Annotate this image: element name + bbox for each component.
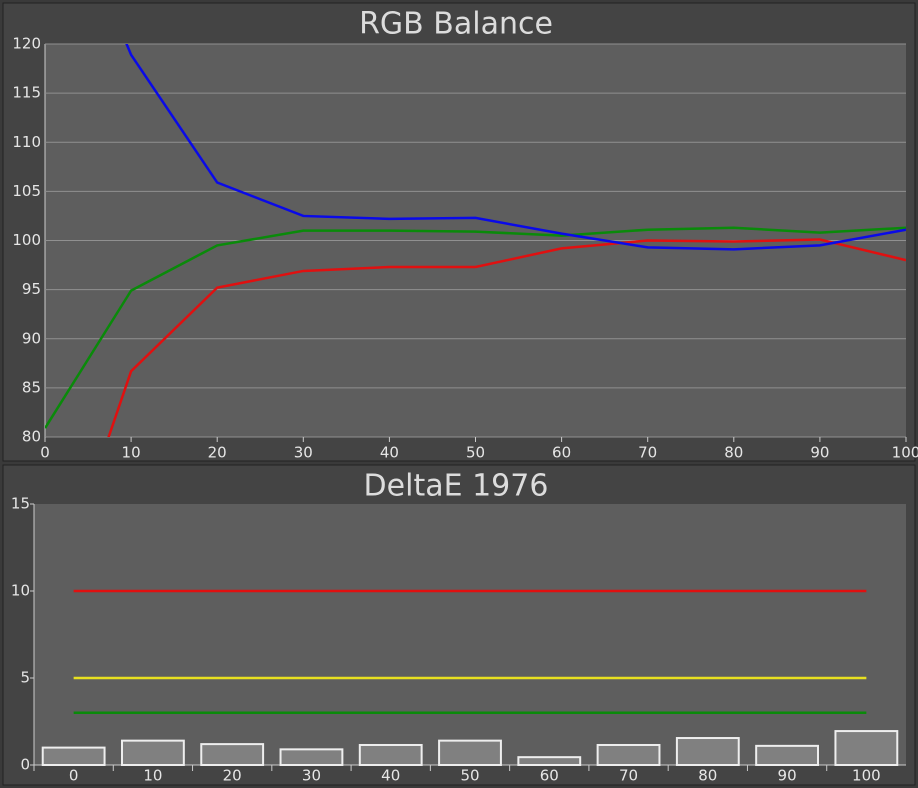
x-tick-label: 70: [619, 767, 638, 785]
y-tick-label: 120: [12, 35, 41, 53]
y-tick-label: 110: [12, 133, 41, 151]
x-tick-label: 10: [122, 444, 141, 462]
y-tick-label: 85: [22, 378, 41, 396]
x-tick-label: 100: [892, 444, 918, 462]
x-tick-label: 60: [552, 444, 571, 462]
x-tick-label: 70: [638, 444, 657, 462]
chart-title: DeltaE 1976: [364, 469, 549, 504]
x-tick-label: 20: [208, 444, 227, 462]
x-tick-label: 40: [381, 767, 400, 785]
x-tick-label: 50: [466, 444, 485, 462]
bar: [200, 743, 265, 766]
x-tick-label: 20: [223, 767, 242, 785]
bar: [120, 739, 185, 767]
bar: [279, 748, 344, 767]
bar: [517, 756, 582, 766]
x-tick-label: 30: [302, 767, 321, 785]
y-tick-label: 5: [20, 669, 30, 687]
series-line: [107, 238, 906, 437]
bar: [596, 743, 661, 766]
series-line: [125, 44, 906, 251]
plot-area: [34, 504, 906, 765]
x-tick-label: 10: [143, 767, 162, 785]
y-tick-label: 0: [20, 756, 30, 774]
bar: [41, 746, 106, 766]
series-line: [45, 226, 906, 429]
x-tick-label: 80: [698, 767, 717, 785]
x-tick-label: 80: [724, 444, 743, 462]
x-tick-label: 90: [810, 444, 829, 462]
y-tick-label: 10: [11, 582, 30, 600]
x-tick-label: 50: [460, 767, 479, 785]
bar: [755, 744, 820, 766]
y-tick-label: 90: [22, 329, 41, 347]
x-tick-label: 60: [540, 767, 559, 785]
bar: [834, 730, 899, 767]
x-tick-label: 30: [294, 444, 313, 462]
bar: [358, 743, 423, 766]
x-tick-label: 90: [778, 767, 797, 785]
y-tick-label: 100: [12, 231, 41, 249]
bar: [675, 737, 740, 767]
x-tick-label: 0: [40, 444, 50, 462]
y-tick-label: 15: [11, 495, 30, 513]
chart-title: RGB Balance: [359, 7, 553, 42]
deltae-chart: 0 5 10 15 0 10 20 30 40 50 60 70 80 90 100: [11, 495, 906, 785]
y-tick-label: 105: [12, 182, 41, 200]
x-tick-label: 100: [852, 767, 881, 785]
y-tick-label: 95: [22, 280, 41, 298]
bar: [438, 739, 502, 767]
x-tick-label: 0: [69, 767, 79, 785]
y-tick-label: 80: [22, 428, 41, 446]
lines: [45, 44, 906, 437]
x-tick-label: 40: [380, 444, 399, 462]
y-tick-label: 115: [12, 84, 41, 102]
rgb-chart: 80 85 90 95 100 105 110 115 120 0 10 20 30 40 50 60 70 80…: [12, 35, 918, 462]
